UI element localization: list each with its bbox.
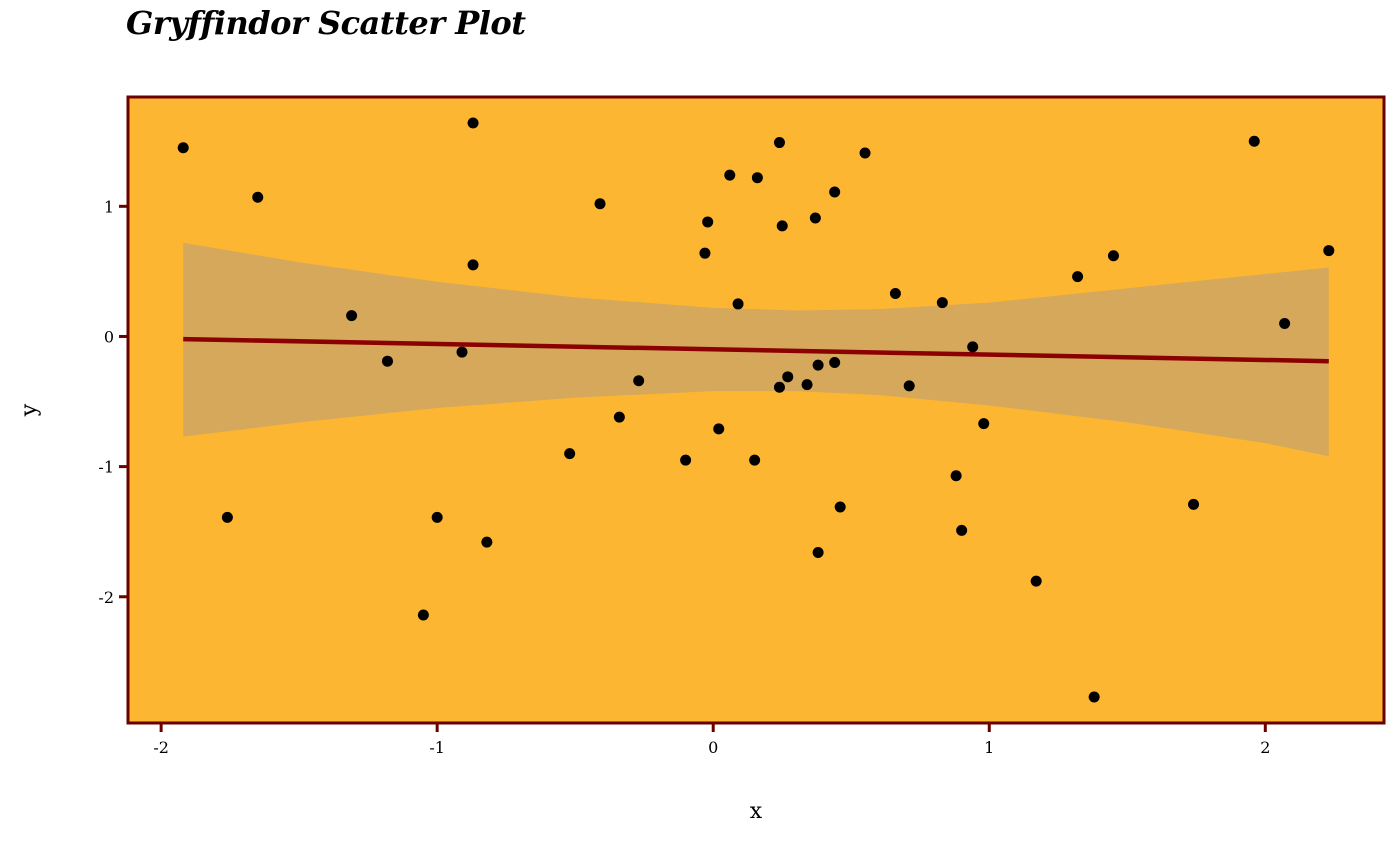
data-point — [417, 609, 429, 621]
data-point — [829, 186, 841, 198]
y-tick-label: 0 — [104, 327, 114, 346]
data-point — [1088, 691, 1100, 703]
data-point — [889, 288, 901, 300]
data-point — [812, 359, 824, 371]
data-point — [564, 448, 576, 460]
data-point — [467, 259, 479, 271]
data-point — [702, 216, 714, 228]
data-point — [801, 379, 813, 391]
data-point — [812, 547, 824, 559]
data-point — [782, 371, 794, 383]
data-point — [699, 247, 711, 259]
data-point — [613, 411, 625, 423]
data-point — [773, 137, 785, 149]
y-axis-label: y — [17, 403, 42, 417]
data-point — [978, 418, 990, 430]
data-point — [431, 511, 443, 523]
x-tick-label: -2 — [153, 738, 169, 757]
data-point — [749, 454, 761, 466]
data-point — [456, 346, 468, 358]
data-point — [1323, 245, 1335, 257]
data-point — [1248, 135, 1260, 147]
data-point — [829, 356, 841, 368]
data-point — [1107, 250, 1119, 262]
data-point — [724, 169, 736, 181]
data-points — [177, 117, 1335, 703]
data-point — [633, 375, 645, 387]
data-point — [481, 536, 493, 548]
data-point — [903, 380, 915, 392]
data-point — [1030, 575, 1042, 587]
data-point — [834, 501, 846, 513]
data-point — [776, 220, 788, 232]
data-point — [467, 117, 479, 129]
data-point — [177, 142, 189, 154]
data-point — [221, 511, 233, 523]
data-point — [936, 297, 948, 309]
data-point — [859, 147, 871, 159]
data-point — [713, 423, 725, 435]
data-point — [1072, 271, 1084, 283]
y-tick-label: 1 — [104, 197, 114, 216]
data-point — [381, 355, 393, 367]
data-point — [346, 310, 358, 322]
data-point — [950, 470, 962, 482]
data-point — [732, 298, 744, 310]
data-point — [967, 341, 979, 353]
data-point — [680, 454, 692, 466]
data-point — [956, 524, 968, 536]
data-point — [751, 172, 763, 184]
x-tick-label: 0 — [708, 738, 718, 757]
data-point — [773, 381, 785, 393]
x-axis: -2 -1 0 1 2 — [153, 724, 1270, 757]
x-tick-label: 1 — [984, 738, 994, 757]
y-tick-label: -2 — [98, 588, 114, 607]
fit-line-layer — [183, 336, 1329, 364]
x-tick-label: 2 — [1260, 738, 1270, 757]
chart-title: Gryffindor Scatter Plot — [126, 4, 526, 42]
data-point — [252, 191, 264, 203]
y-tick-label: -1 — [98, 458, 114, 477]
y-axis: -2 -1 0 1 — [98, 197, 127, 607]
x-tick-label: -1 — [429, 738, 445, 757]
fit-line — [183, 336, 1329, 364]
x-axis-label: x — [750, 799, 763, 824]
data-point — [594, 198, 606, 210]
data-point — [809, 212, 821, 224]
data-point — [1279, 317, 1291, 329]
data-point — [1188, 498, 1200, 510]
